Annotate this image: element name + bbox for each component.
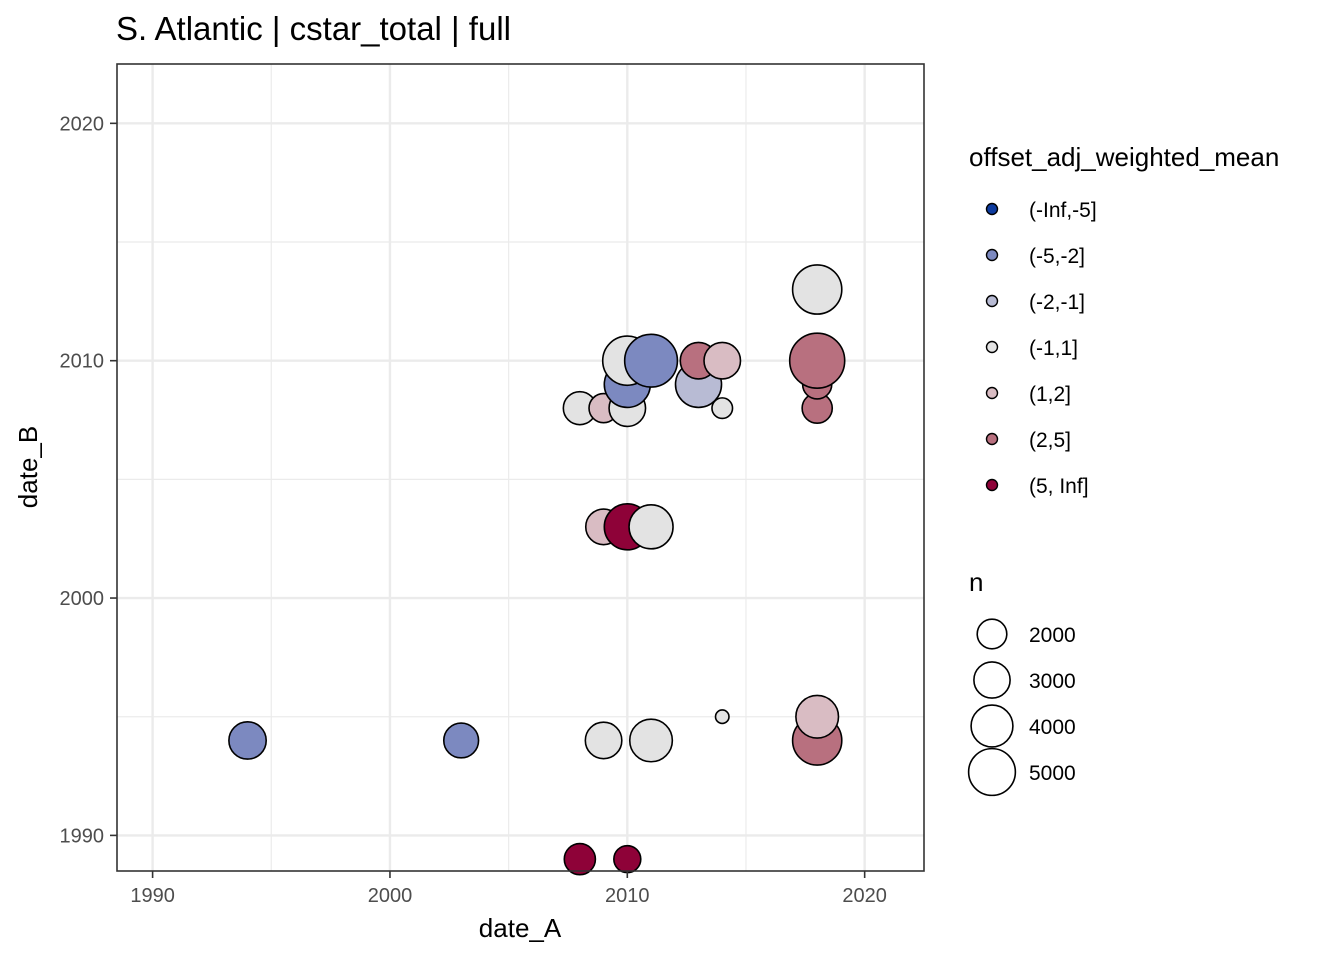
plot-panel bbox=[116, 63, 925, 876]
data-point bbox=[788, 332, 846, 389]
data-point bbox=[623, 333, 679, 388]
color-legend-key bbox=[985, 478, 999, 492]
data-point bbox=[442, 722, 480, 759]
color-legend-label: (1,2] bbox=[1029, 383, 1071, 406]
color-legend-label: (-Inf,-5] bbox=[1029, 199, 1097, 222]
data-point bbox=[584, 721, 623, 760]
y-tick-label: 2010 bbox=[60, 351, 105, 373]
x-tick-label: 2000 bbox=[368, 885, 413, 907]
color-legend-key bbox=[985, 340, 999, 354]
size-legend-key bbox=[967, 747, 1017, 797]
size-legend-key bbox=[973, 661, 1011, 699]
color-legend-key bbox=[985, 386, 999, 400]
y-axis: 1990 2000 2010 2020 bbox=[60, 113, 117, 847]
size-legend-key bbox=[970, 704, 1014, 748]
data-point bbox=[714, 709, 730, 725]
color-legend-label: (-1,1] bbox=[1029, 337, 1078, 360]
data-point bbox=[613, 844, 642, 874]
color-legend-key bbox=[985, 432, 999, 446]
data-point bbox=[711, 397, 734, 420]
plot-title: S. Atlantic | cstar_total | full bbox=[116, 10, 511, 47]
x-tick-label: 2010 bbox=[605, 885, 650, 907]
color-legend-label: (-5,-2] bbox=[1029, 245, 1085, 268]
size-legend: n 2000 3000 4000 5000 bbox=[967, 567, 1076, 797]
color-legend-key bbox=[985, 294, 999, 308]
size-legend-label: 3000 bbox=[1029, 670, 1076, 693]
color-legend-title: offset_adj_weighted_mean bbox=[969, 142, 1279, 172]
color-legend-label: (5, Inf] bbox=[1029, 475, 1089, 498]
size-legend-label: 5000 bbox=[1029, 762, 1076, 785]
size-legend-label: 2000 bbox=[1029, 624, 1076, 647]
data-point bbox=[791, 264, 843, 315]
data-point bbox=[795, 694, 840, 739]
panel-border bbox=[116, 63, 925, 872]
y-axis-title: date_B bbox=[13, 426, 43, 508]
x-axis: 1990 2000 2010 2020 bbox=[130, 871, 887, 907]
x-tick-label: 1990 bbox=[130, 885, 175, 907]
color-legend-key bbox=[985, 248, 999, 262]
size-legend-label: 4000 bbox=[1029, 716, 1076, 739]
x-tick-label: 2020 bbox=[842, 885, 887, 907]
size-legend-key bbox=[976, 618, 1008, 650]
data-point bbox=[628, 718, 674, 763]
color-legend-label: (-2,-1] bbox=[1029, 291, 1085, 314]
y-tick-label: 2000 bbox=[60, 588, 105, 610]
data-point bbox=[628, 504, 674, 550]
data-point bbox=[703, 341, 742, 380]
y-tick-label: 1990 bbox=[60, 825, 105, 847]
color-legend-key bbox=[985, 202, 999, 216]
data-point bbox=[228, 721, 267, 760]
data-point bbox=[563, 842, 597, 876]
size-legend-title: n bbox=[969, 567, 983, 597]
x-axis-title: date_A bbox=[479, 913, 562, 943]
color-legend: offset_adj_weighted_mean (-Inf,-5] (-5,-2… bbox=[969, 142, 1279, 498]
color-legend-label: (2,5] bbox=[1029, 429, 1071, 452]
y-tick-label: 2020 bbox=[60, 113, 105, 135]
